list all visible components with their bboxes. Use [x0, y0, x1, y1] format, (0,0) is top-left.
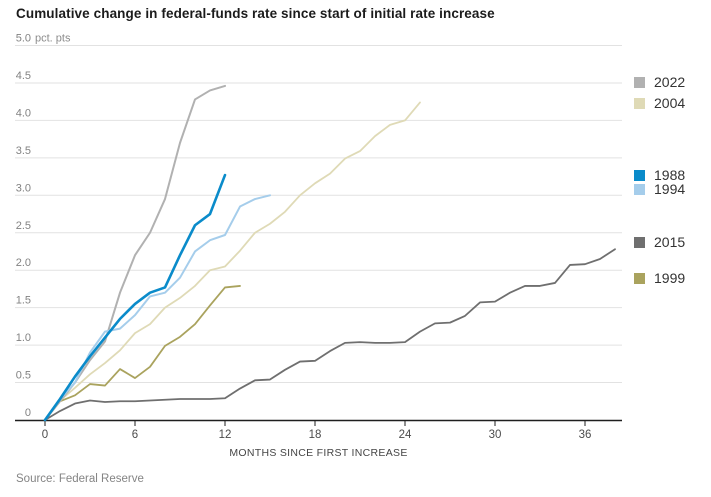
legend-label-1988: 1988: [654, 167, 686, 183]
x-axis-title: MONTHS SINCE FIRST INCREASE: [229, 447, 407, 459]
legend-item-1999: 1999: [634, 271, 685, 285]
y-tick-label: 3.0: [16, 182, 31, 194]
line-1988: [43, 173, 227, 422]
legend-swatch-2022: [634, 76, 645, 88]
chart-title: Cumulative change in federal-funds rate …: [16, 6, 495, 21]
y-tick-label: 4.0: [16, 107, 31, 119]
x-tick-label: 12: [219, 429, 232, 441]
line-2015: [44, 248, 616, 421]
x-tick-label: 6: [132, 429, 138, 441]
line-2022: [44, 84, 226, 421]
y-tick-label: 2.0: [16, 257, 31, 269]
y-axis-unit: pct. pts: [35, 33, 71, 45]
x-tick-label: 24: [399, 429, 412, 441]
x-tick-label: 36: [579, 429, 592, 441]
line-2004: [44, 101, 421, 421]
legend-label-1999: 1999: [654, 270, 686, 286]
y-tick-label: 0: [25, 407, 31, 419]
x-tick-label: 30: [489, 429, 502, 441]
y-tick-label: 2.5: [16, 220, 31, 232]
y-tick-label: 1.0: [16, 332, 31, 344]
legend-item-2022: 2022: [634, 75, 685, 89]
legend-item-1988: 1988: [634, 168, 685, 182]
y-tick-label: 3.5: [16, 145, 31, 157]
y-tick-label: 4.5: [16, 70, 31, 82]
legend-swatch-1999: [634, 272, 645, 284]
legend-item-2004: 2004: [634, 96, 685, 110]
legend-swatch-1988: [634, 169, 645, 181]
legend-label-2015: 2015: [654, 234, 686, 250]
y-tick-label: 0.5: [16, 370, 31, 382]
legend-item-1994: 1994: [634, 182, 685, 196]
line-1999: [44, 285, 241, 421]
legend-swatch-2015: [634, 236, 645, 248]
legend-label-2022: 2022: [654, 74, 686, 90]
legend-label-1994: 1994: [654, 181, 686, 197]
legend-label-2004: 2004: [654, 95, 686, 111]
y-tick-label: 5.0: [16, 33, 31, 45]
legend-swatch-1994: [634, 183, 645, 195]
chart-legend: 2022 2004 1988 1994 2015 1999: [634, 0, 709, 470]
x-tick-label: 0: [42, 429, 48, 441]
legend-item-2015: 2015: [634, 235, 685, 249]
line-chart: 0 0.5 1.0 1.5 2.0 2.5 3.0 3.5 4.0 4.5 5.0 pct. pts 0…: [15, 33, 622, 459]
x-tick-label: 18: [309, 429, 322, 441]
source-note: Source: Federal Reserve: [16, 473, 144, 485]
legend-swatch-2004: [634, 97, 645, 109]
y-tick-label: 1.5: [16, 295, 31, 307]
